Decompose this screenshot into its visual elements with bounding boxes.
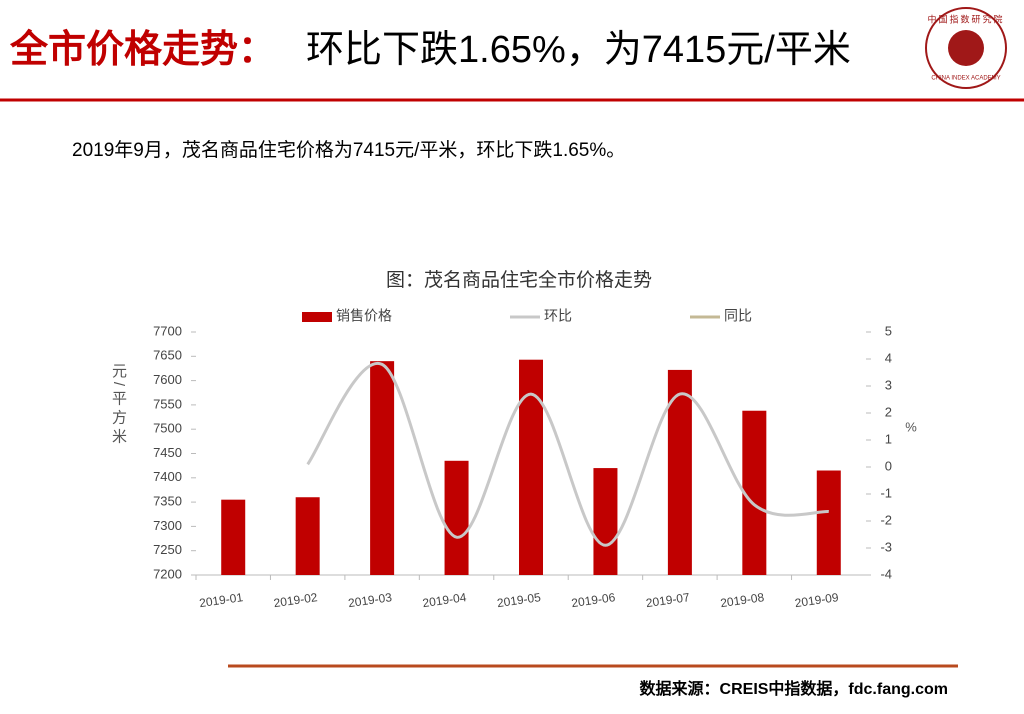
- bar: [667, 369, 692, 575]
- y2-tick-label: 5: [885, 323, 892, 338]
- bar: [221, 499, 246, 575]
- legend-label: 环比: [544, 308, 572, 324]
- x-tick-label: 2019-04: [422, 590, 468, 610]
- bar: [593, 468, 618, 575]
- x-tick-label: 2019-09: [794, 590, 840, 610]
- y2-tick-label: 4: [885, 350, 892, 365]
- source: 数据来源：CREIS中指数据，fdc.fang.com: [640, 679, 948, 698]
- y-tick-label: 7600: [153, 372, 182, 387]
- y-tick-label: 7700: [153, 323, 182, 338]
- legend-label: 同比: [724, 308, 752, 324]
- title-highlight: 全市价格走势：: [9, 28, 276, 71]
- bar: [370, 361, 395, 575]
- y-tick-label: 7200: [153, 566, 182, 581]
- y2-tick-label: 1: [885, 431, 892, 446]
- y-tick-label: 7650: [153, 348, 182, 363]
- title-rest: 环比下跌1.65%，为7415元/平米: [306, 29, 851, 71]
- summary: 2019年9月，茂名商品住宅价格为7415元/平米，环比下跌1.65%。: [72, 139, 625, 161]
- y2-tick-label: 0: [885, 458, 892, 473]
- y-tick-label: 7300: [153, 518, 182, 533]
- legend-swatch: [302, 312, 332, 322]
- y2-tick-label: -4: [880, 566, 892, 581]
- legend-label: 销售价格: [336, 308, 392, 324]
- line: [306, 361, 829, 547]
- logo-core: [948, 30, 984, 66]
- y-tick-label: 7450: [153, 445, 182, 460]
- y-tick-label: 7500: [153, 421, 182, 436]
- y-tick-label: 7250: [153, 542, 182, 557]
- x-tick-label: 2019-05: [496, 590, 542, 610]
- logo-cn: 中国指数研究院: [927, 13, 1004, 24]
- x-tick-label: 2019-03: [347, 590, 393, 610]
- bar: [444, 460, 469, 575]
- bar: [519, 359, 543, 575]
- x-tick-label: 2019-06: [571, 590, 617, 610]
- y2-tick-label: 2: [885, 404, 892, 419]
- y2-tick-label: -2: [880, 512, 892, 527]
- y2-tick-label: -3: [880, 539, 892, 554]
- y-tick-label: 7550: [153, 396, 182, 411]
- logo-en: CHINA INDEX ACADEMY: [931, 76, 1000, 82]
- x-tick-label: 2019-07: [645, 590, 691, 610]
- y-tick-label: 7350: [153, 494, 182, 509]
- y2-tick-label: -1: [880, 485, 892, 500]
- x-tick-label: 2019-01: [198, 590, 244, 610]
- logo-ring: [925, 7, 1007, 89]
- x-tick-label: 2019-08: [719, 590, 765, 610]
- bar: [816, 470, 841, 575]
- y2-tick-label: 3: [885, 377, 892, 392]
- y2-axis-label: %: [905, 419, 917, 434]
- logo: 中国指数研究院 CHINA INDEX ACADEMY: [925, 7, 1007, 89]
- x-tick-label: 2019-02: [273, 590, 319, 610]
- y-axis-label: 元/平方米: [110, 363, 127, 447]
- y-tick-label: 7400: [153, 469, 182, 484]
- chart-title: 图：茂名商品住宅全市价格走势: [386, 269, 652, 291]
- bar: [742, 410, 767, 575]
- bar: [295, 497, 320, 575]
